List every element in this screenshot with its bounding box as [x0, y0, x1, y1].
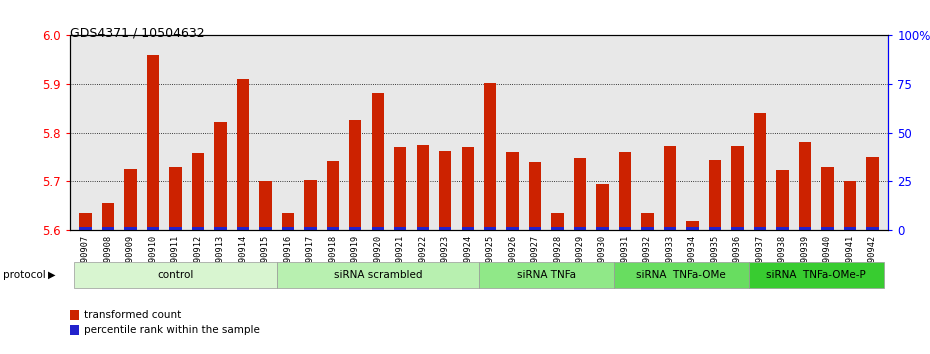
- Bar: [372, 227, 384, 230]
- Bar: [479, 262, 614, 288]
- Bar: [866, 227, 879, 230]
- Bar: [618, 227, 631, 230]
- Bar: [596, 227, 609, 230]
- Bar: [777, 227, 789, 230]
- Bar: [749, 262, 884, 288]
- Bar: [642, 227, 654, 230]
- Bar: [709, 160, 721, 230]
- Bar: [618, 152, 631, 230]
- Bar: [821, 227, 833, 230]
- Bar: [529, 227, 541, 230]
- Bar: [276, 262, 479, 288]
- Text: siRNA TNFa: siRNA TNFa: [517, 270, 576, 280]
- Bar: [844, 182, 857, 230]
- Bar: [214, 121, 227, 230]
- Bar: [754, 113, 766, 230]
- Bar: [551, 213, 564, 230]
- Bar: [686, 227, 698, 230]
- Bar: [574, 227, 586, 230]
- Bar: [394, 227, 406, 230]
- Bar: [326, 227, 339, 230]
- Bar: [777, 170, 789, 230]
- Bar: [799, 227, 811, 230]
- Bar: [574, 158, 586, 230]
- Bar: [664, 227, 676, 230]
- Text: siRNA  TNFa-OMe: siRNA TNFa-OMe: [636, 270, 726, 280]
- Bar: [551, 227, 564, 230]
- Bar: [664, 147, 676, 230]
- Bar: [79, 213, 92, 230]
- Bar: [866, 157, 879, 230]
- Bar: [74, 262, 276, 288]
- Bar: [326, 161, 339, 230]
- Bar: [282, 213, 294, 230]
- Text: siRNA  TNFa-OMe-P: siRNA TNFa-OMe-P: [766, 270, 866, 280]
- Bar: [394, 147, 406, 230]
- Text: percentile rank within the sample: percentile rank within the sample: [84, 325, 259, 335]
- Bar: [439, 151, 451, 230]
- Bar: [237, 79, 249, 230]
- Bar: [731, 227, 744, 230]
- Bar: [821, 167, 833, 230]
- Bar: [237, 227, 249, 230]
- Bar: [304, 180, 316, 230]
- Bar: [349, 120, 362, 230]
- Bar: [259, 227, 272, 230]
- Bar: [596, 184, 609, 230]
- Text: control: control: [157, 270, 193, 280]
- Bar: [169, 167, 181, 230]
- Bar: [461, 227, 474, 230]
- Bar: [686, 221, 698, 230]
- Text: protocol: protocol: [3, 270, 46, 280]
- Bar: [214, 227, 227, 230]
- Bar: [754, 227, 766, 230]
- Bar: [417, 227, 429, 230]
- Bar: [484, 83, 497, 230]
- Bar: [125, 169, 137, 230]
- Text: ▶: ▶: [48, 270, 56, 280]
- Text: transformed count: transformed count: [84, 310, 181, 320]
- Bar: [844, 227, 857, 230]
- Bar: [507, 152, 519, 230]
- Bar: [417, 145, 429, 230]
- Bar: [529, 162, 541, 230]
- Text: GDS4371 / 10504632: GDS4371 / 10504632: [70, 27, 205, 40]
- Bar: [101, 227, 114, 230]
- Bar: [484, 227, 497, 230]
- Bar: [709, 227, 721, 230]
- Bar: [349, 227, 362, 230]
- Bar: [147, 55, 159, 230]
- Bar: [125, 227, 137, 230]
- Bar: [169, 227, 181, 230]
- Text: siRNA scrambled: siRNA scrambled: [334, 270, 422, 280]
- Bar: [642, 213, 654, 230]
- Bar: [192, 227, 204, 230]
- Bar: [282, 227, 294, 230]
- Bar: [304, 227, 316, 230]
- Bar: [799, 143, 811, 230]
- Bar: [439, 227, 451, 230]
- Bar: [731, 146, 744, 230]
- Bar: [192, 153, 204, 230]
- Bar: [147, 227, 159, 230]
- Bar: [259, 182, 272, 230]
- Bar: [101, 203, 114, 230]
- Bar: [614, 262, 749, 288]
- Bar: [507, 227, 519, 230]
- Bar: [79, 227, 92, 230]
- Bar: [461, 147, 474, 230]
- Bar: [372, 93, 384, 230]
